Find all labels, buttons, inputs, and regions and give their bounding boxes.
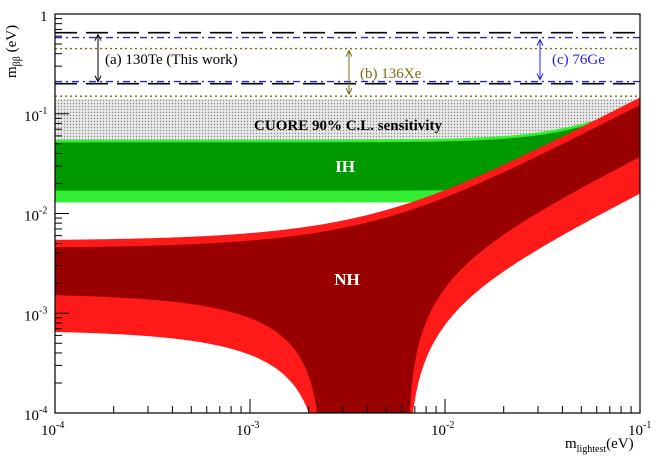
y-tick-label: 10-3	[24, 305, 47, 324]
x-tick-label: 10-3	[236, 420, 259, 439]
y-tick-label: 10-1	[24, 106, 47, 125]
limit-arrowhead-top-2	[536, 38, 544, 46]
nh-band-inner	[55, 105, 640, 413]
y-tick-label: 10-2	[24, 206, 47, 225]
limit-arrowhead-bottom-1	[345, 87, 353, 96]
y-tick-label: 10-4	[24, 405, 47, 424]
limit-label-a: (a) 130Te (This work)	[105, 52, 238, 68]
y-axis-title: mββ (eV)	[4, 25, 23, 78]
limit-label-b: (b) 136Xe	[360, 66, 422, 82]
limit-arrowhead-top-0	[94, 33, 102, 41]
limit-arrowhead-top-1	[345, 49, 353, 57]
x-tick-label: 10-2	[431, 420, 454, 439]
x-tick-label: 10-1	[628, 420, 651, 439]
ih-label: IH	[335, 157, 355, 176]
tick-labels: 10-4 10-3 10-2 10-1 10-4 10-3 10-2 10-1 1	[24, 9, 651, 439]
limit-arrowhead-bottom-0	[94, 75, 102, 83]
axis-ticks	[54, 18, 632, 414]
x-axis-title: mlightest(eV)	[565, 436, 634, 455]
nh-label: NH	[334, 270, 360, 289]
limit-arrowhead-bottom-2	[536, 73, 544, 81]
limit-lines	[55, 31, 640, 97]
plot-area	[55, 31, 640, 413]
limit-arrows	[94, 33, 544, 96]
sensitivity-label: CUORE 90% C.L. sensitivity	[254, 118, 442, 134]
limit-label-c: (c) 76Ge	[552, 52, 605, 68]
y-tick-label: 1	[40, 9, 48, 25]
x-tick-label: 10-4	[41, 420, 64, 439]
